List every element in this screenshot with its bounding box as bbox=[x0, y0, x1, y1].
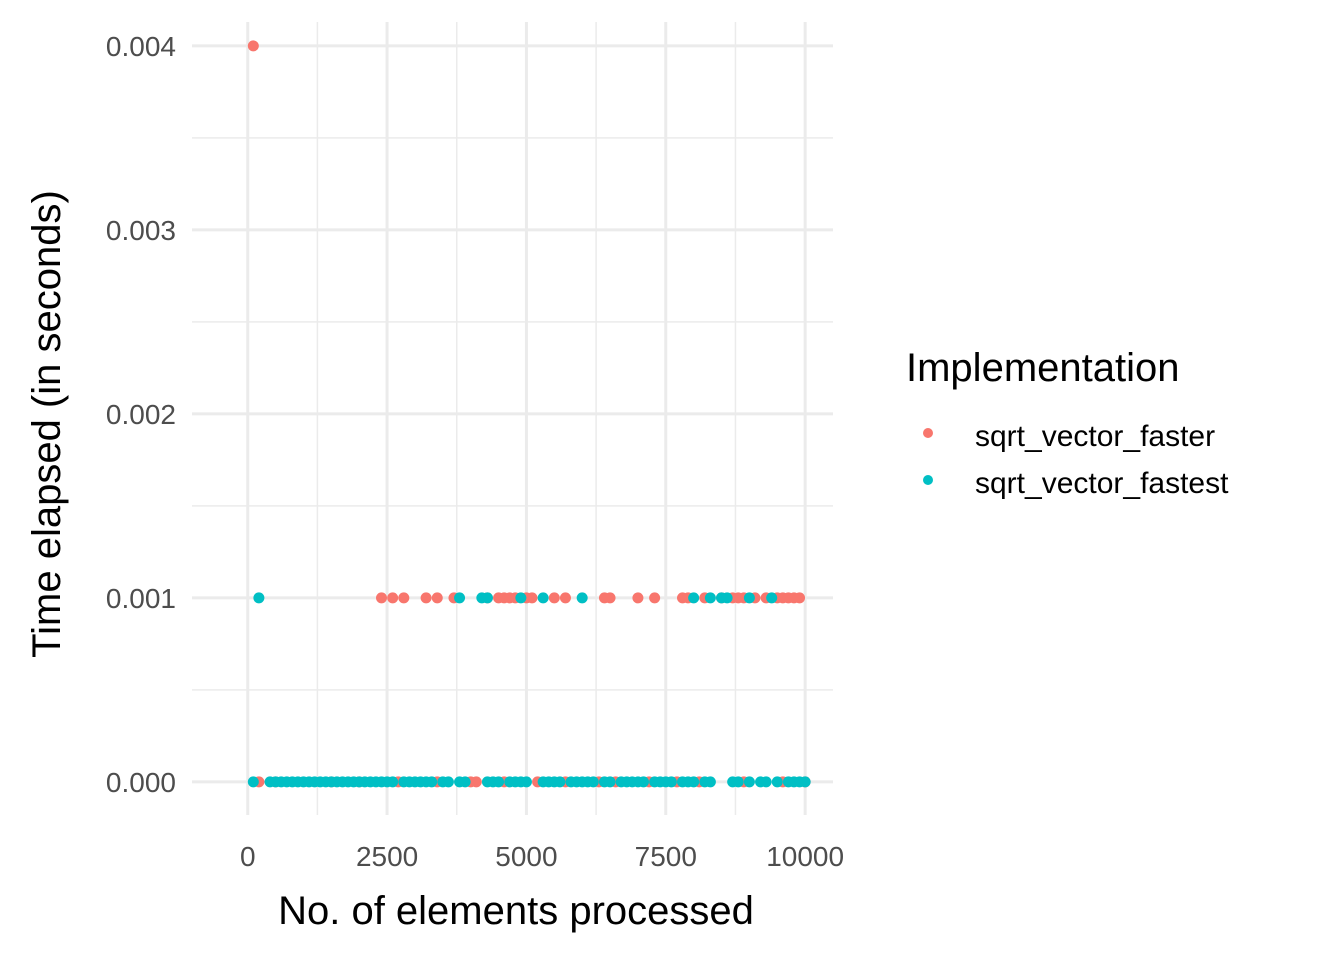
point-sqrt-vector-fastest bbox=[387, 776, 399, 788]
y-tick-label: 0.001 bbox=[106, 583, 176, 614]
point-sqrt-vector-fastest bbox=[743, 592, 755, 604]
legend-key-sqrt-vector-faster bbox=[923, 428, 933, 438]
point-sqrt-vector-fastest bbox=[576, 592, 588, 604]
major-gridlines bbox=[192, 22, 833, 815]
legend-label-sqrt-vector-faster: sqrt_vector_faster bbox=[975, 420, 1215, 453]
point-sqrt-vector-fastest bbox=[771, 776, 783, 788]
point-sqrt-vector-fastest bbox=[515, 592, 527, 604]
minor-gridlines bbox=[192, 22, 833, 815]
point-sqrt-vector-faster bbox=[376, 592, 388, 604]
legend: Implementation sqrt_vector_faster sqrt_v… bbox=[906, 346, 1229, 500]
legend-label-sqrt-vector-fastest: sqrt_vector_fastest bbox=[975, 467, 1229, 500]
point-sqrt-vector-fastest bbox=[587, 776, 599, 788]
point-sqrt-vector-faster bbox=[387, 592, 399, 604]
point-sqrt-vector-faster bbox=[559, 592, 571, 604]
point-sqrt-vector-fastest bbox=[604, 776, 616, 788]
legend-title: Implementation bbox=[906, 346, 1179, 390]
point-sqrt-vector-fastest bbox=[554, 776, 566, 788]
point-sqrt-vector-fastest bbox=[520, 776, 532, 788]
point-sqrt-vector-faster bbox=[247, 40, 259, 52]
point-sqrt-vector-faster bbox=[526, 592, 538, 604]
point-sqrt-vector-faster bbox=[794, 592, 806, 604]
y-tick-label: 0.002 bbox=[106, 399, 176, 430]
point-sqrt-vector-faster bbox=[649, 592, 661, 604]
x-tick-label: 2500 bbox=[356, 841, 418, 872]
point-sqrt-vector-fastest bbox=[442, 776, 454, 788]
point-sqrt-vector-faster bbox=[470, 776, 482, 788]
x-axis-tick-labels: 0 2500 5000 7500 10000 bbox=[240, 841, 844, 872]
x-tick-label: 10000 bbox=[766, 841, 844, 872]
x-tick-label: 5000 bbox=[495, 841, 557, 872]
y-tick-label: 0.003 bbox=[106, 215, 176, 246]
point-sqrt-vector-fastest bbox=[799, 776, 811, 788]
point-sqrt-vector-fastest bbox=[481, 592, 493, 604]
point-sqrt-vector-faster bbox=[420, 592, 432, 604]
point-sqrt-vector-fastest bbox=[760, 776, 772, 788]
point-sqrt-vector-fastest bbox=[732, 776, 744, 788]
point-sqrt-vector-fastest bbox=[766, 592, 778, 604]
x-axis-title: No. of elements processed bbox=[278, 889, 754, 933]
point-sqrt-vector-fastest bbox=[688, 776, 700, 788]
point-sqrt-vector-faster bbox=[431, 592, 443, 604]
point-sqrt-vector-fastest bbox=[454, 592, 466, 604]
point-sqrt-vector-fastest bbox=[459, 776, 471, 788]
point-sqrt-vector-faster bbox=[632, 592, 644, 604]
point-sqrt-vector-fastest bbox=[688, 592, 700, 604]
legend-key-sqrt-vector-fastest bbox=[923, 475, 933, 485]
point-sqrt-vector-fastest bbox=[743, 776, 755, 788]
point-sqrt-vector-faster bbox=[604, 592, 616, 604]
point-sqrt-vector-faster bbox=[398, 592, 410, 604]
point-sqrt-vector-fastest bbox=[493, 776, 505, 788]
y-tick-label: 0.004 bbox=[106, 31, 176, 62]
point-sqrt-vector-fastest bbox=[247, 776, 259, 788]
x-tick-label: 0 bbox=[240, 841, 256, 872]
point-sqrt-vector-fastest bbox=[537, 592, 549, 604]
data-points bbox=[247, 40, 811, 788]
point-sqrt-vector-fastest bbox=[665, 776, 677, 788]
y-tick-label: 0.000 bbox=[106, 767, 176, 798]
y-axis-title: Time elapsed (in seconds) bbox=[25, 190, 69, 658]
point-sqrt-vector-fastest bbox=[637, 776, 649, 788]
point-sqrt-vector-fastest bbox=[704, 592, 716, 604]
y-axis-tick-labels: 0.000 0.001 0.002 0.003 0.004 bbox=[106, 31, 176, 798]
point-sqrt-vector-fastest bbox=[721, 592, 733, 604]
point-sqrt-vector-fastest bbox=[704, 776, 716, 788]
point-sqrt-vector-fastest bbox=[253, 592, 265, 604]
x-tick-label: 7500 bbox=[635, 841, 697, 872]
point-sqrt-vector-fastest bbox=[426, 776, 438, 788]
point-sqrt-vector-faster bbox=[548, 592, 560, 604]
